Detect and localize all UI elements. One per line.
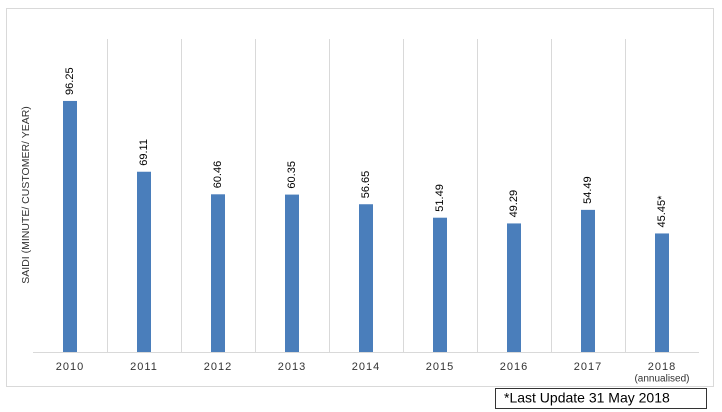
- y-axis-label: SAIDI (MINUTE/ CUSTOMER/ YEAR): [20, 106, 32, 284]
- value-label: 49.29: [508, 190, 520, 218]
- x-tick-label: 2014: [352, 361, 380, 373]
- value-label: 96.25: [64, 67, 76, 95]
- bar: [137, 171, 151, 352]
- value-label: 51.49: [434, 184, 446, 212]
- chart-frame: [6, 8, 714, 387]
- x-tick-label: 2017: [574, 361, 602, 373]
- bar: [285, 194, 299, 352]
- footnote: *Last Update 31 May 2018: [504, 390, 670, 406]
- bar: [507, 223, 521, 352]
- value-label: 45.45*: [656, 195, 668, 228]
- x-tick-label: 2011: [130, 361, 158, 373]
- x-tick-label: 2015: [426, 361, 454, 373]
- bar: [211, 194, 225, 352]
- x-tick-label: 2016: [500, 361, 528, 373]
- bar: [581, 209, 595, 352]
- x-tick-label: 2010: [56, 361, 84, 373]
- value-label: 60.35: [286, 161, 298, 189]
- value-label: 69.11: [138, 139, 150, 166]
- footnote-box: [495, 388, 707, 409]
- x-tick-label: 2013: [278, 361, 306, 373]
- bar: [655, 233, 669, 352]
- value-label: 60.46: [212, 161, 224, 189]
- x-tick-label: 2012: [204, 361, 232, 373]
- bar: [433, 217, 447, 352]
- bar: [359, 204, 373, 352]
- bar: [63, 100, 77, 353]
- value-label: 56.65: [360, 171, 372, 199]
- value-label: 54.49: [582, 176, 594, 204]
- x-tick-note: (annualised): [634, 374, 689, 385]
- x-tick-label: 2018: [648, 361, 676, 373]
